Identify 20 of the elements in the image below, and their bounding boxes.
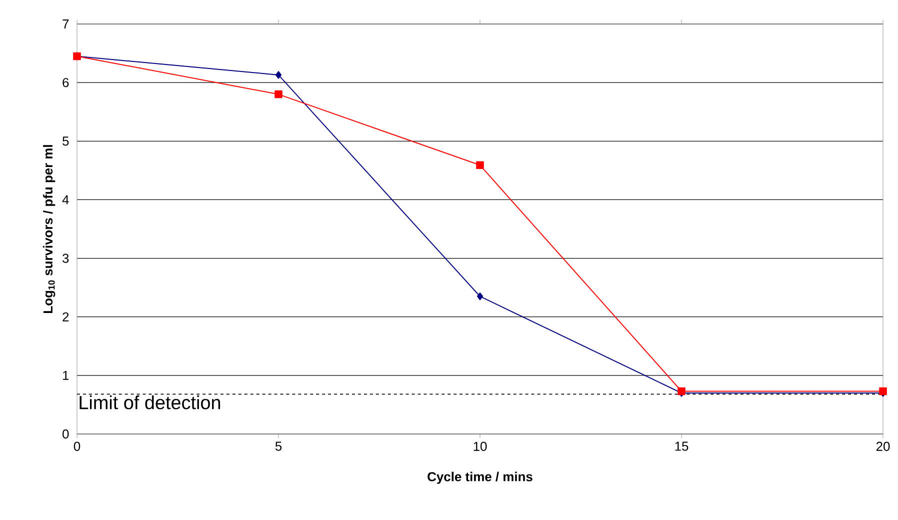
x-axis-title: Cycle time / mins xyxy=(428,472,532,484)
y-tick-label: 6 xyxy=(62,78,69,88)
y-tick-label: 3 xyxy=(62,254,69,263)
x-tick-label: 15 xyxy=(675,442,688,451)
point xyxy=(476,161,484,170)
y-tick-label: 4 xyxy=(62,195,69,204)
y-tick-label: 7 xyxy=(62,20,69,28)
x-tick-label: 0 xyxy=(74,442,80,451)
point xyxy=(275,71,282,79)
point xyxy=(274,90,282,98)
y-tick-label: 0 xyxy=(62,429,69,439)
y-tick-label: 1 xyxy=(63,370,69,380)
y-tick-label: 2 xyxy=(62,312,69,322)
y-tick-label: 5 xyxy=(62,136,69,146)
x-tick-label: 10 xyxy=(474,442,487,451)
ref-line-label: Limit of detection xyxy=(80,395,220,410)
x-tick-label: 5 xyxy=(275,442,282,451)
x-tick-label: 20 xyxy=(876,442,890,451)
point xyxy=(476,292,484,300)
y-axis-title: Log$_{10}$ survivors / pfu per ml xyxy=(43,145,56,313)
